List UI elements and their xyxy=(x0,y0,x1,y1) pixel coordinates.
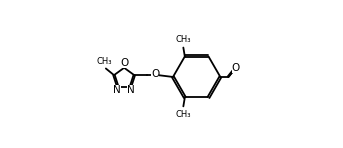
Text: CH₃: CH₃ xyxy=(176,110,191,119)
Text: O: O xyxy=(232,63,240,73)
Text: CH₃: CH₃ xyxy=(96,57,112,66)
Text: CH₃: CH₃ xyxy=(176,35,191,44)
Text: O: O xyxy=(151,69,159,79)
Text: O: O xyxy=(120,58,128,68)
Text: N: N xyxy=(127,85,135,95)
Text: N: N xyxy=(113,85,121,95)
